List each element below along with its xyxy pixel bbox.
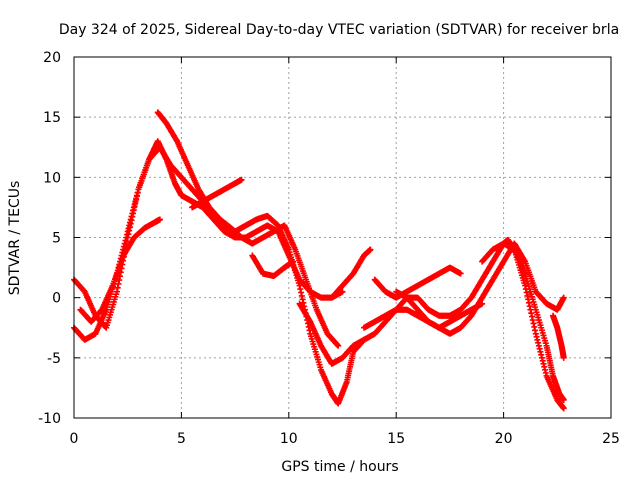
grid-lines: [74, 57, 611, 418]
series-track-12: [550, 312, 567, 361]
data-point: [457, 270, 464, 277]
x-tick-label: 15: [387, 431, 405, 447]
series-track-3: [77, 216, 163, 325]
data-markers: [71, 109, 567, 412]
x-tick-label: 5: [177, 431, 186, 447]
data-point: [339, 288, 346, 295]
data-point: [360, 336, 367, 343]
series-track-9: [360, 240, 567, 337]
chart-title: Day 324 of 2025, Sidereal Day-to-day VTE…: [59, 22, 619, 38]
series-track-8: [296, 300, 367, 367]
data-point: [560, 354, 567, 361]
series-track-13: [393, 288, 486, 331]
data-point: [367, 246, 374, 253]
x-tick-label: 25: [602, 431, 620, 447]
data-point: [156, 216, 163, 223]
data-point: [560, 405, 567, 412]
data-point: [335, 342, 342, 349]
series-track-10: [371, 264, 464, 301]
series-track-5: [189, 176, 245, 211]
series-track-7: [328, 246, 374, 301]
y-tick-label: -10: [38, 411, 61, 427]
x-tick-label: 10: [280, 431, 298, 447]
x-axis-title: GPS time / hours: [281, 459, 398, 475]
y-tick-label: 15: [43, 110, 61, 126]
x-tick-label: 20: [495, 431, 513, 447]
y-tick-label: -5: [47, 351, 61, 367]
series-track-6: [249, 252, 297, 280]
series-track-4: [154, 109, 342, 349]
data-point: [560, 294, 567, 301]
y-tick-label: 5: [52, 231, 61, 247]
x-tick-label: 0: [70, 431, 79, 447]
series-track-11: [479, 240, 567, 403]
y-axis-title: SDTVAR / TECUs: [7, 181, 23, 296]
data-point: [290, 258, 297, 265]
y-tick-label: 20: [43, 50, 61, 66]
axis-ticks: 0 5 10 15 20 25 -10 -5 0 5 10 15 20: [38, 50, 620, 447]
data-point: [479, 300, 486, 307]
data-point: [560, 396, 567, 403]
y-tick-label: 10: [43, 170, 61, 186]
y-tick-label: 0: [52, 291, 61, 307]
data-point: [238, 176, 245, 183]
